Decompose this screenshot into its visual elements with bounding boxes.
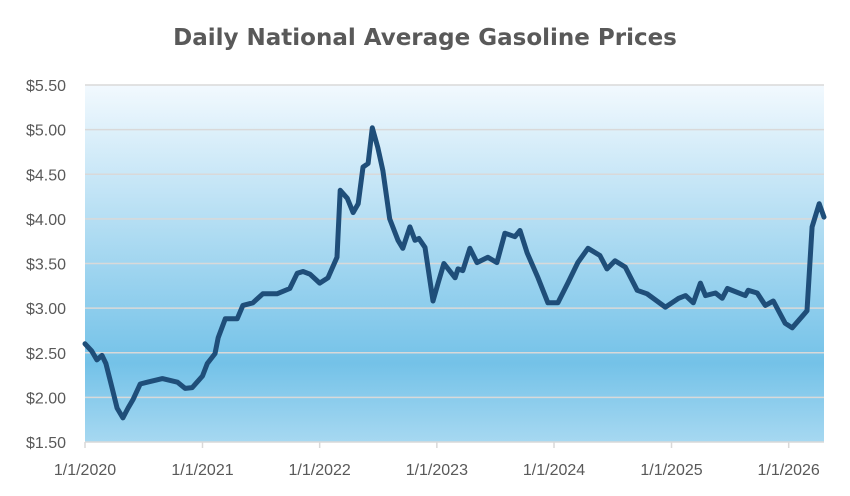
y-tick-label: $4.50 xyxy=(26,167,66,184)
x-axis: 1/1/2020 1/1/2021 1/1/2022 1/1/2023 1/1/2024… xyxy=(54,442,820,479)
y-tick-label: $3.50 xyxy=(26,257,66,274)
gridlines xyxy=(85,84,824,443)
x-tick-label: 1/1/2021 xyxy=(171,462,233,479)
y-tick-label: $1.50 xyxy=(26,435,66,452)
x-tick-label: 1/1/2020 xyxy=(54,462,116,479)
chart-title: Daily National Average Gasoline Prices xyxy=(173,25,677,51)
y-tick-label: $2.00 xyxy=(26,390,66,407)
x-tick-label: 1/1/2023 xyxy=(406,462,468,479)
y-tick-label: $4.00 xyxy=(26,212,66,229)
y-tick-label: $2.50 xyxy=(26,346,66,363)
x-tick-label: 1/1/2025 xyxy=(640,462,702,479)
y-tick-label: $5.50 xyxy=(26,78,66,95)
x-tick-label: 1/1/2026 xyxy=(758,462,820,479)
y-tick-label: $3.00 xyxy=(26,301,66,318)
x-tick-label: 1/1/2022 xyxy=(289,462,351,479)
y-axis: $1.50 $2.00 $2.50 $3.00 $3.50 $4.00 $4.50 $5.00… xyxy=(26,78,66,452)
price-line xyxy=(82,125,827,421)
x-tick-label: 1/1/2024 xyxy=(523,462,585,479)
y-tick-label: $5.00 xyxy=(26,123,66,140)
